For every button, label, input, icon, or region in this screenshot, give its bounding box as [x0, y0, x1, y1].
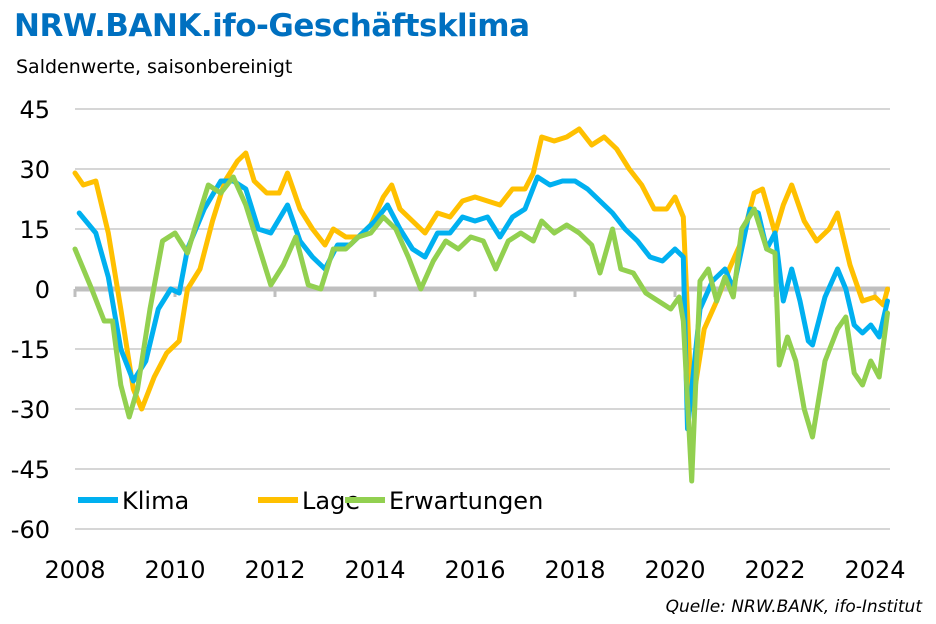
source-note: Quelle: NRW.BANK, ifo-Institut — [665, 597, 922, 617]
x-tick-label: 2014 — [344, 556, 405, 584]
x-tick-label: 2024 — [844, 556, 905, 584]
y-tick-label: 15 — [19, 216, 50, 244]
legend-label: Klima — [122, 487, 189, 515]
y-tick-label: -15 — [11, 336, 50, 364]
series-line-erwartungen — [72, 174, 890, 484]
y-tick-label: -30 — [11, 396, 50, 424]
y-tick-label: 45 — [19, 96, 50, 124]
y-tick-label: -60 — [11, 516, 50, 544]
legend-label: Erwartungen — [389, 487, 543, 515]
x-tick-label: 2016 — [444, 556, 505, 584]
x-tick-label: 2008 — [44, 556, 105, 584]
x-tick-label: 2018 — [544, 556, 605, 584]
y-tick-label: 0 — [35, 276, 50, 304]
x-tick-label: 2010 — [144, 556, 205, 584]
x-tick-label: 2022 — [744, 556, 805, 584]
chart-title: NRW.BANK.ifo-Geschäftsklima — [14, 8, 530, 44]
chart-subtitle: Saldenwerte, saisonbereinigt — [16, 56, 293, 78]
series-line-lage — [72, 126, 890, 412]
x-tick-label: 2020 — [644, 556, 705, 584]
y-tick-label: 30 — [19, 156, 50, 184]
x-tick-label: 2012 — [244, 556, 305, 584]
y-tick-label: -45 — [11, 456, 50, 484]
